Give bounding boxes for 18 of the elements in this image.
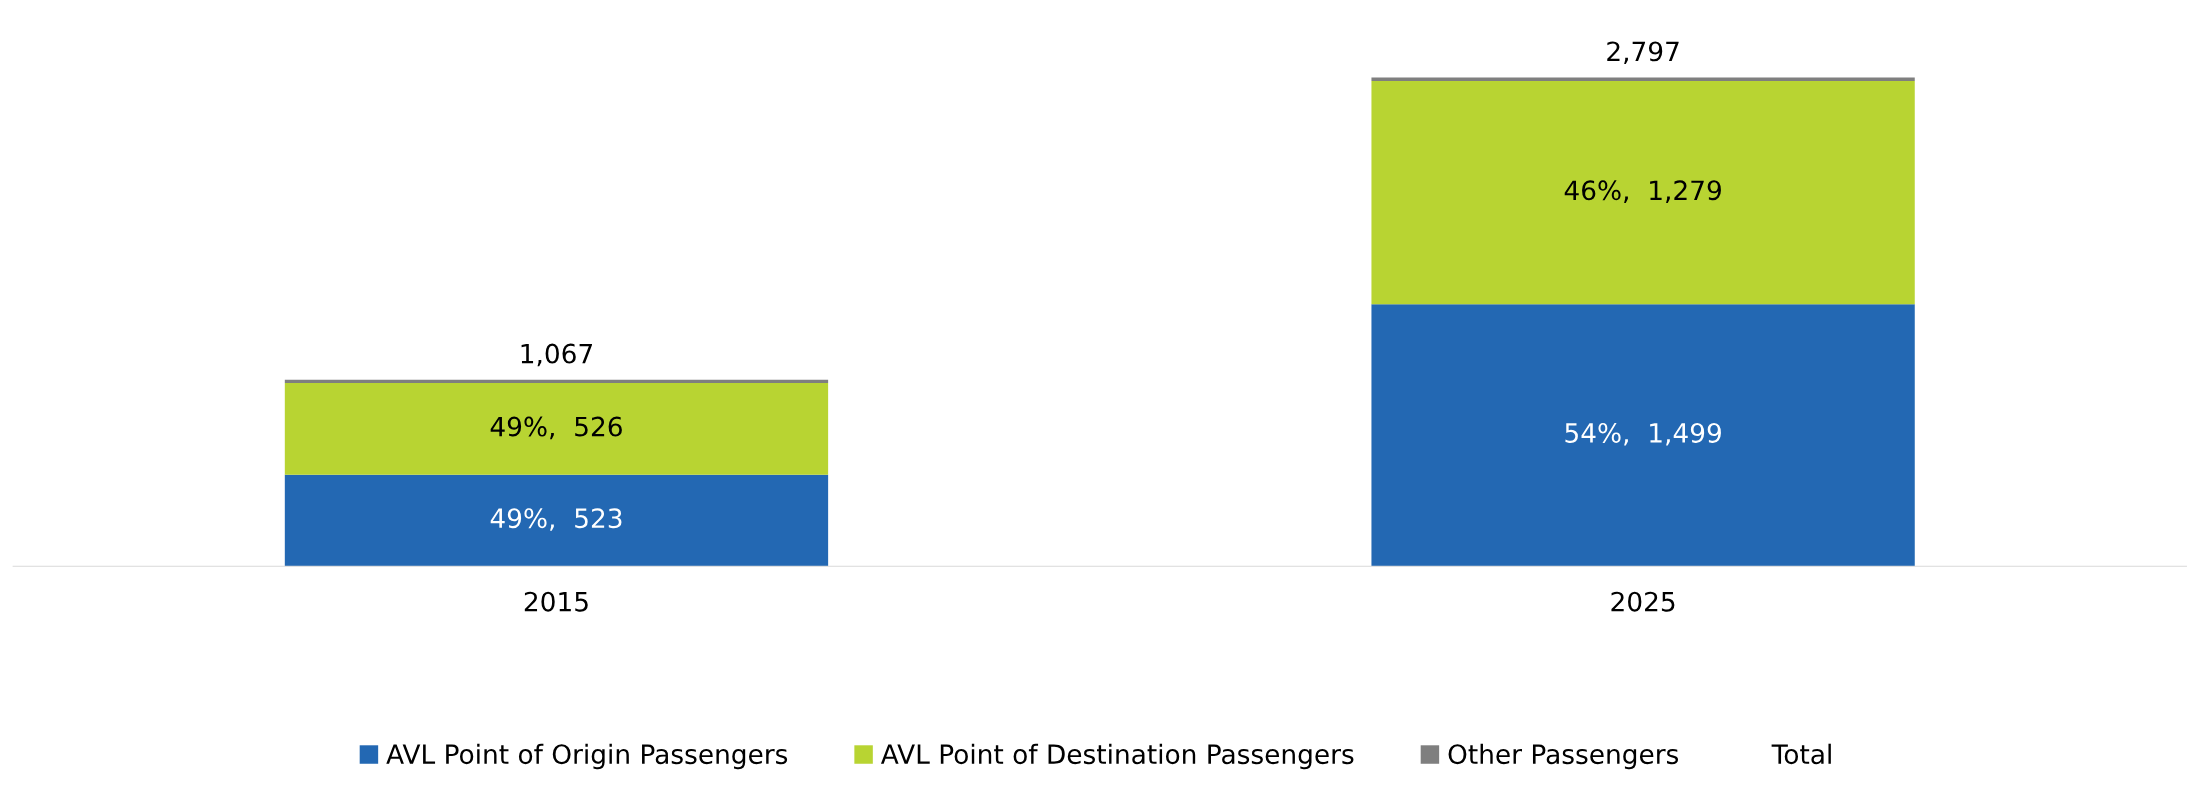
text: Total xyxy=(1771,743,1831,765)
bar xyxy=(1371,80,1915,305)
data-label: 49%, 523 xyxy=(490,508,622,531)
total-label: 2,797 xyxy=(1607,41,1679,65)
bar xyxy=(1371,77,1915,81)
data-label: 49%, 526 xyxy=(490,416,622,440)
legend-label: Other Passengers xyxy=(1448,743,1679,770)
bar xyxy=(1371,304,1915,567)
legend-label: AVL Point of Origin Passengers xyxy=(386,743,788,770)
x-tick-label: 2015 xyxy=(524,591,588,612)
x-tick-label: 2025 xyxy=(1611,591,1675,612)
bar xyxy=(284,474,829,567)
total-label: 1,067 xyxy=(521,343,592,367)
bar xyxy=(284,382,829,475)
data-label: 46%, 1,279 xyxy=(1564,180,1721,203)
bar xyxy=(284,379,829,383)
legend-label: AVL Point of Destination Passengers xyxy=(880,743,1354,770)
data-label: 54%, 1,499 xyxy=(1565,422,1721,446)
